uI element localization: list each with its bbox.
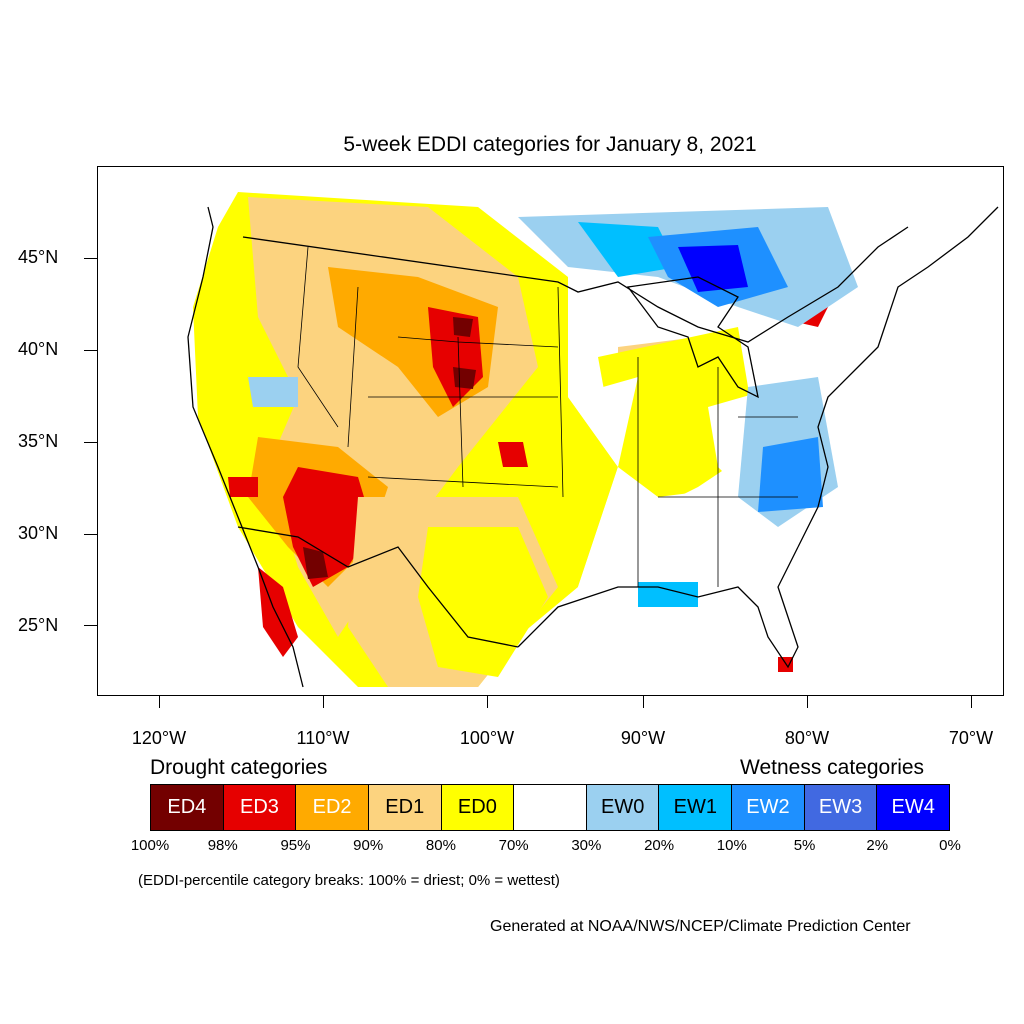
lon-tick-100: [487, 696, 488, 708]
gulf-coast: [517, 546, 799, 669]
region-ed3-kansas: [498, 442, 528, 467]
lat-tick-30: [84, 534, 97, 535]
region-ed0-mexico: [418, 527, 548, 677]
lat-label-40: 40°N: [18, 339, 59, 359]
legend-box-ew3: EW3: [804, 785, 878, 830]
us-mexico-border: [237, 526, 519, 648]
region-ew1-gulf: [638, 582, 698, 607]
percent-break-label: 70%: [498, 837, 529, 854]
percent-break-label: 10%: [716, 837, 747, 854]
lat-label-45: 45°N: [18, 247, 59, 267]
legend-box-ew0: EW0: [586, 785, 660, 830]
percent-break-label: 5%: [793, 837, 816, 854]
lon-tick-90: [643, 696, 644, 708]
lon-label-110: 110°W: [296, 728, 350, 748]
legend-box-ew2: EW2: [732, 785, 805, 830]
lat-tick-45: [84, 258, 97, 259]
legend-box-ew1: EW1: [659, 785, 733, 830]
coastline-west: [187, 206, 304, 688]
lon-tick-120: [159, 696, 160, 708]
region-ed4-sonora: [303, 547, 328, 579]
map-title: 5-week EDDI categories for January 8, 20…: [343, 133, 757, 156]
percent-break-label: 2%: [866, 837, 889, 854]
legend-box-ed0: ED0: [441, 785, 515, 830]
state-lines: [297, 246, 798, 587]
region-ed4-dakota: [453, 317, 473, 337]
eddi-map: [187, 192, 999, 688]
credit-line: Generated at NOAA/NWS/NCEP/Climate Predi…: [490, 918, 911, 935]
lon-label-80: 80°W: [784, 728, 830, 748]
lat-label-35: 35°N: [18, 431, 59, 451]
region-ed4-nebraska: [453, 367, 476, 389]
lon-label-120: 120°W: [131, 728, 187, 748]
legend-box-ed1: ED1: [368, 785, 442, 830]
drought-heading: Drought categories: [150, 756, 328, 779]
region-ed3-florida: [778, 657, 793, 672]
percent-break-label: 30%: [571, 837, 602, 854]
lat-tick-25: [84, 625, 97, 626]
region-ed3-southcal: [228, 477, 258, 497]
lon-label-100: 100°W: [459, 728, 515, 748]
percent-break-label: 100%: [130, 837, 170, 854]
category-regions: [193, 192, 858, 687]
lat-label-30: 30°N: [18, 523, 59, 543]
percent-break-label: 0%: [939, 837, 961, 854]
legend-box-ed4: ED4: [151, 785, 224, 830]
region-ew2-carolinas: [758, 437, 823, 512]
region-ew0-southwest: [248, 377, 298, 407]
legend-box-ew4: EW4: [877, 785, 950, 830]
map-panel: [97, 166, 1004, 696]
wetness-heading: Wetness categories: [740, 756, 925, 779]
percent-break-label: 80%: [425, 837, 456, 854]
legend-box-ed2: ED2: [296, 785, 369, 830]
us-canada-border: [242, 226, 909, 343]
lat-label-25: 25°N: [18, 615, 59, 635]
lon-tick-80: [807, 696, 808, 708]
percent-break-label: 98%: [207, 837, 238, 854]
legend-box-none: [514, 785, 587, 830]
region-ed3-baja: [258, 567, 298, 657]
region-ew4-greatlakes: [678, 245, 748, 292]
lon-label-70: 70°W: [948, 728, 994, 748]
region-ew1-north: [578, 222, 678, 277]
percent-break-label: 20%: [644, 837, 675, 854]
category-note: (EDDI-percentile category breaks: 100% =…: [138, 872, 560, 889]
great-lakes: [626, 276, 759, 399]
lon-tick-110: [323, 696, 324, 708]
lon-tick-70: [971, 696, 972, 708]
lon-label-90: 90°W: [620, 728, 666, 748]
east-coast: [797, 206, 999, 548]
lat-tick-35: [84, 442, 97, 443]
percent-break-label: 90%: [353, 837, 384, 854]
legend-box-ed3: ED3: [223, 785, 297, 830]
boundaries: [187, 206, 999, 688]
lat-tick-40: [84, 350, 97, 351]
percent-break-label: 95%: [280, 837, 311, 854]
legend-bar: ED4 ED3 ED2 ED1 ED0 EW0 EW1 EW2 EW3 EW4: [150, 784, 950, 831]
region-none-central: [568, 377, 798, 597]
